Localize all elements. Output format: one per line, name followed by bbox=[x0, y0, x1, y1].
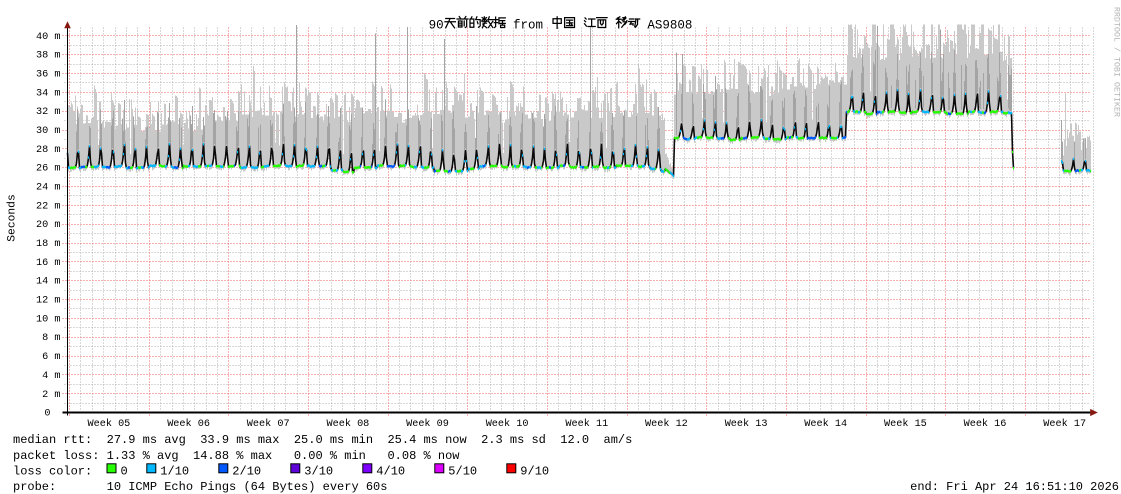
svg-text:3/10: 3/10 bbox=[304, 464, 333, 478]
svg-text:38 m: 38 m bbox=[36, 51, 60, 62]
svg-text:RRDTOOL / TOBI OETIKER: RRDTOOL / TOBI OETIKER bbox=[1112, 7, 1121, 117]
svg-text:Week 09: Week 09 bbox=[406, 418, 449, 430]
svg-text:Week 07: Week 07 bbox=[247, 418, 290, 430]
svg-text:Week 10: Week 10 bbox=[486, 418, 529, 430]
svg-text:Week 16: Week 16 bbox=[964, 418, 1007, 430]
svg-text:0: 0 bbox=[44, 409, 50, 420]
svg-text:14 m: 14 m bbox=[36, 277, 60, 288]
svg-text:16 m: 16 m bbox=[36, 258, 60, 269]
svg-text:4/10: 4/10 bbox=[376, 464, 405, 478]
svg-text:1/10: 1/10 bbox=[160, 464, 189, 478]
svg-text:probe: 10 ICMP Echo Ping: probe: 10 ICMP Echo Pings (64 Bytes) eve… bbox=[13, 480, 387, 494]
svg-text:Week 06: Week 06 bbox=[167, 418, 210, 430]
svg-text:8 m: 8 m bbox=[42, 333, 60, 344]
svg-text:5/10: 5/10 bbox=[448, 464, 477, 478]
svg-text:12 m: 12 m bbox=[36, 296, 60, 307]
svg-text:Week 13: Week 13 bbox=[725, 418, 768, 430]
svg-text:32 m: 32 m bbox=[36, 107, 60, 118]
svg-text:Week 15: Week 15 bbox=[884, 418, 927, 430]
svg-text:22 m: 22 m bbox=[36, 201, 60, 212]
svg-text:34 m: 34 m bbox=[36, 88, 60, 99]
svg-text:end: Fri Apr 24 16:51:10 2026: end: Fri Apr 24 16:51:10 2026 bbox=[910, 480, 1119, 494]
svg-text:Week 17: Week 17 bbox=[1043, 418, 1086, 430]
svg-text:18 m: 18 m bbox=[36, 239, 60, 250]
svg-text:0: 0 bbox=[121, 464, 128, 478]
svg-text:Week 08: Week 08 bbox=[327, 418, 370, 430]
svg-text:2/10: 2/10 bbox=[232, 464, 261, 478]
svg-text:20 m: 20 m bbox=[36, 220, 60, 231]
svg-text:90: 90 bbox=[429, 19, 444, 33]
svg-text:10 m: 10 m bbox=[36, 314, 60, 325]
svg-text:Week 14: Week 14 bbox=[804, 418, 847, 430]
svg-text:30 m: 30 m bbox=[36, 126, 60, 137]
svg-text:40 m: 40 m bbox=[36, 32, 60, 43]
svg-text:packet loss: 1.33 % avg 14.88: packet loss: 1.33 % avg 14.88 % max 0.00… bbox=[13, 449, 460, 463]
svg-text:2 m: 2 m bbox=[42, 390, 60, 401]
svg-text:Seconds: Seconds bbox=[7, 194, 19, 241]
svg-text:4 m: 4 m bbox=[42, 371, 60, 382]
svg-text:from: from bbox=[506, 19, 551, 33]
svg-text:loss color:: loss color: bbox=[13, 464, 92, 478]
svg-text:median rtt: 27.9 ms avg 33.9: median rtt: 27.9 ms avg 33.9 ms max 25.0… bbox=[13, 433, 632, 447]
svg-text:26 m: 26 m bbox=[36, 164, 60, 175]
svg-text:AS9808: AS9808 bbox=[640, 19, 693, 33]
svg-text:Week 05: Week 05 bbox=[88, 418, 131, 430]
svg-text:28 m: 28 m bbox=[36, 145, 60, 156]
svg-text:Week 12: Week 12 bbox=[645, 418, 688, 430]
svg-text:6 m: 6 m bbox=[42, 352, 60, 363]
svg-text:36 m: 36 m bbox=[36, 70, 60, 81]
svg-text:24 m: 24 m bbox=[36, 183, 60, 194]
svg-text:9/10: 9/10 bbox=[520, 464, 549, 478]
svg-text:Week 11: Week 11 bbox=[565, 418, 608, 430]
